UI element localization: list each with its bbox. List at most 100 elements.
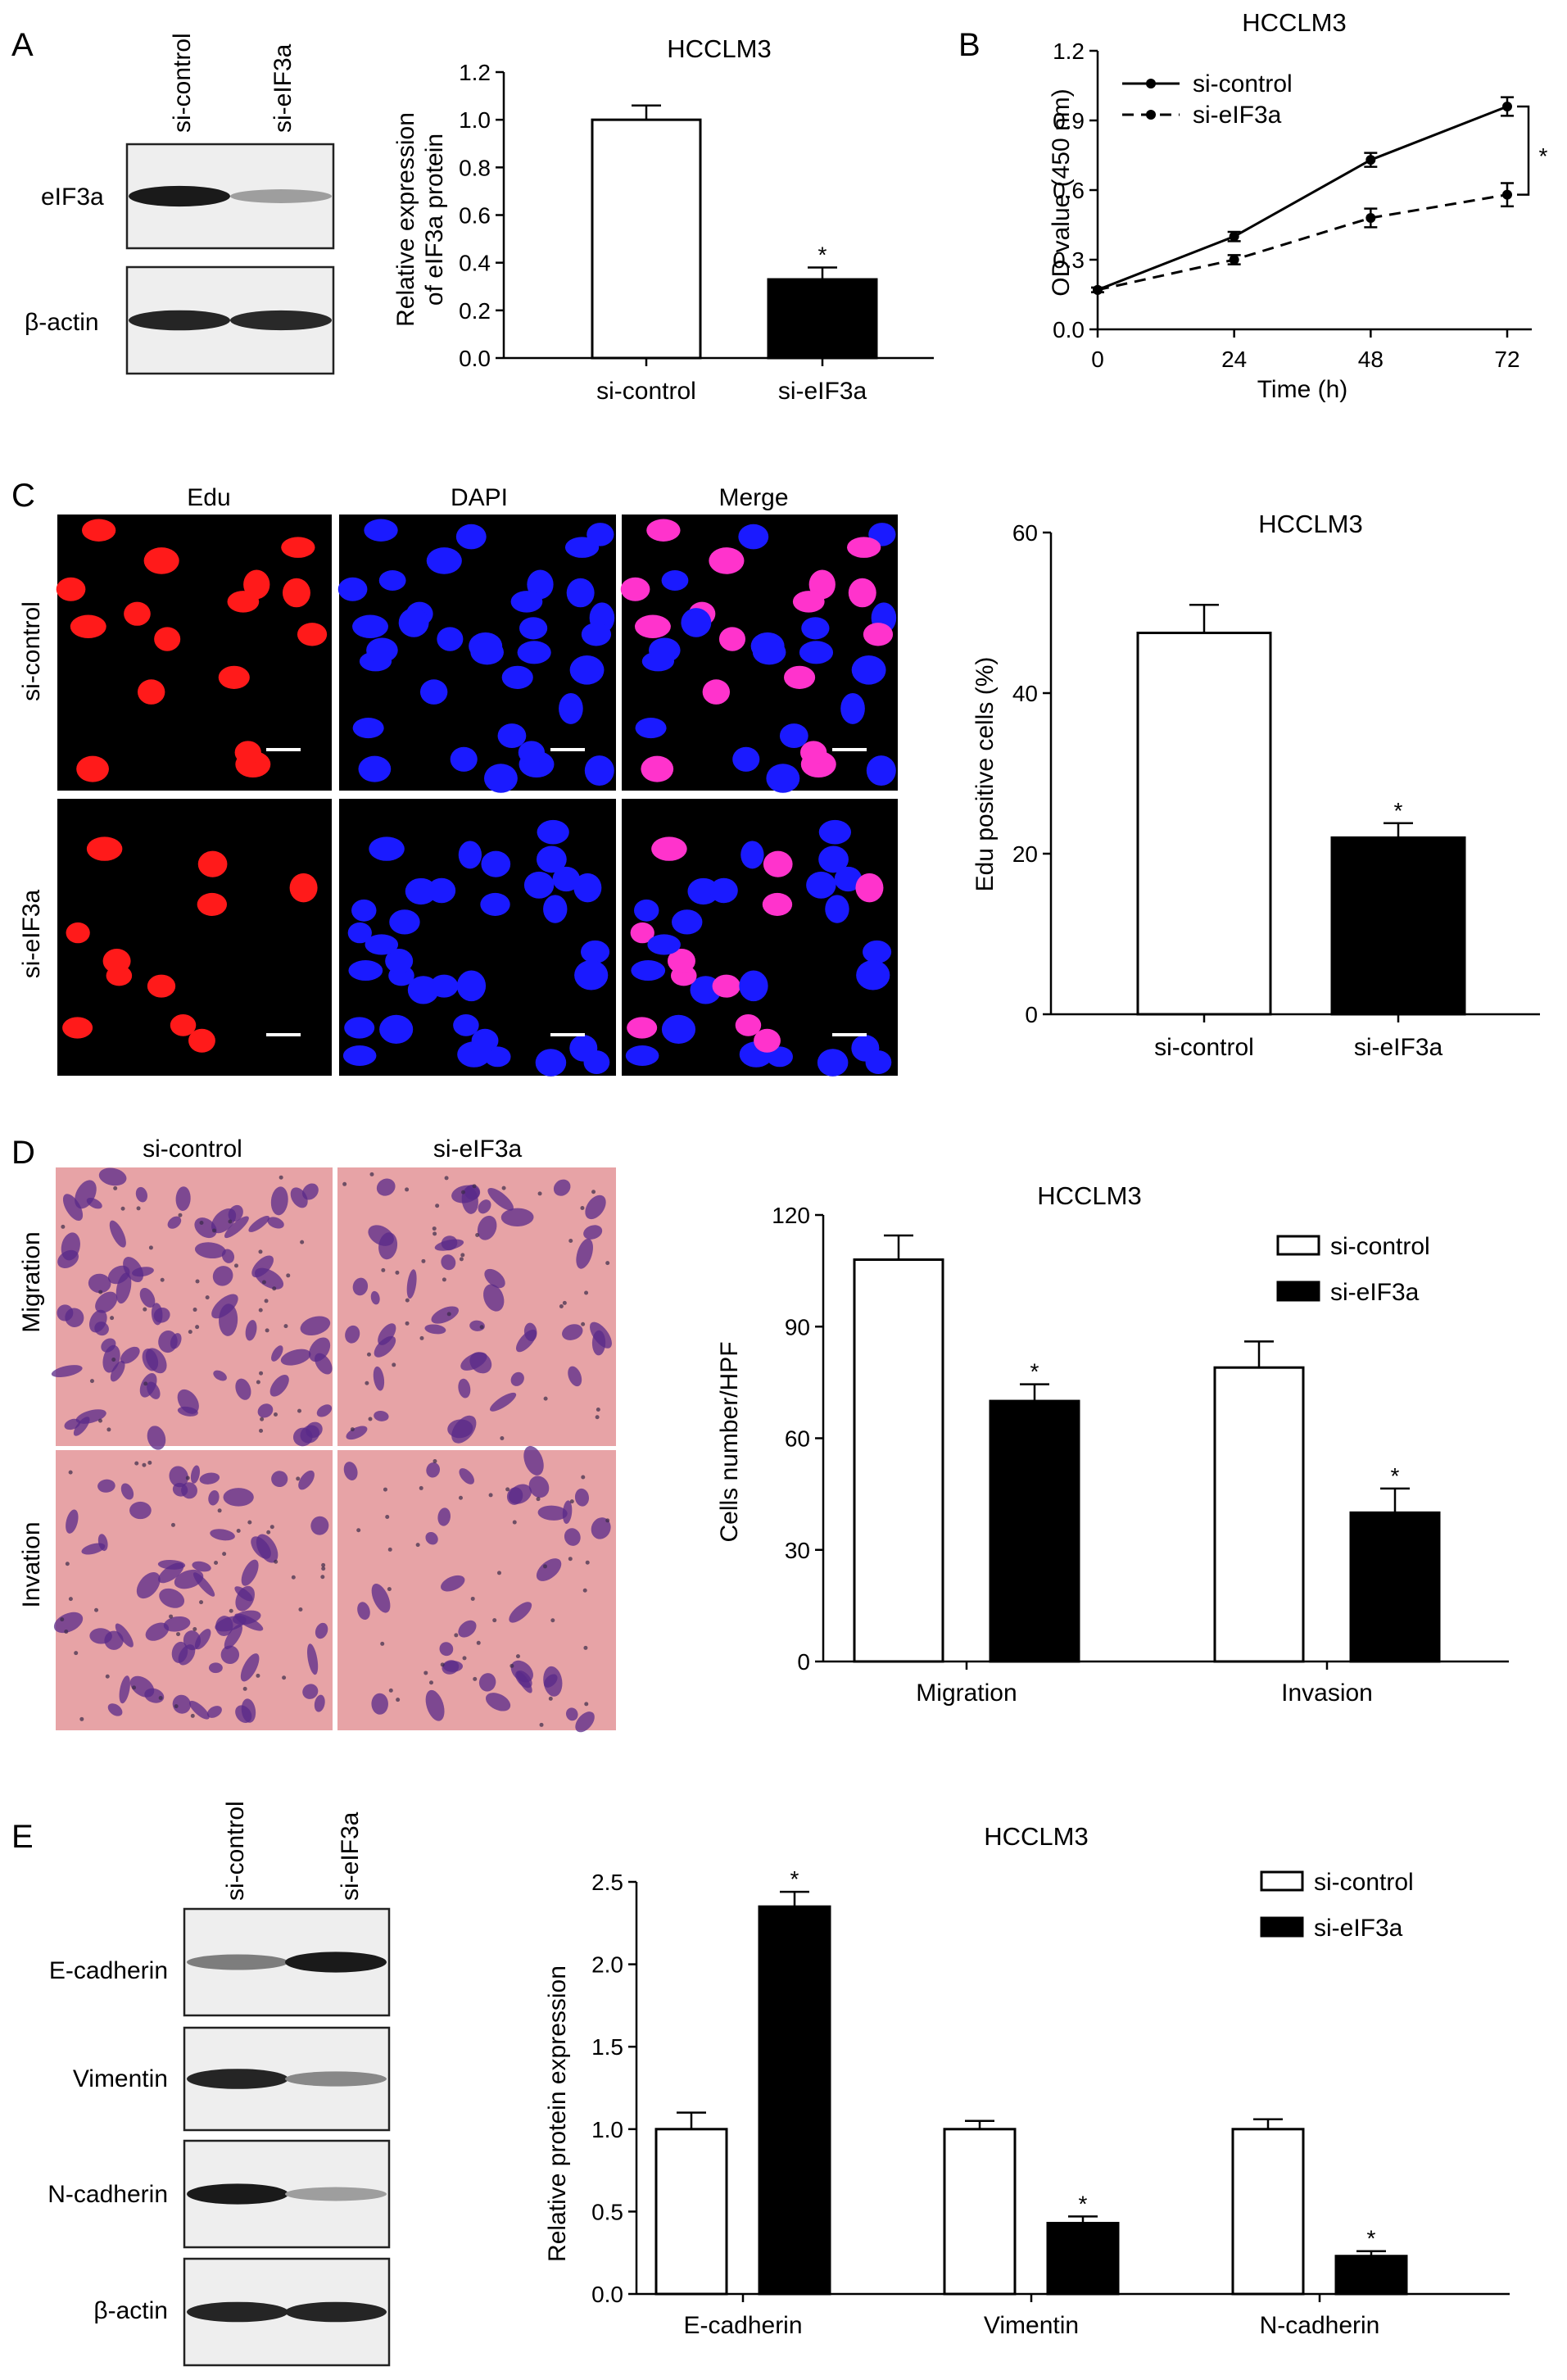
stained-cell bbox=[316, 1404, 333, 1417]
stained-cell bbox=[57, 1249, 79, 1268]
stained-cell bbox=[345, 1325, 360, 1344]
stained-cell bbox=[371, 1693, 388, 1715]
chart-b-title: HCCLM3 bbox=[1242, 8, 1346, 37]
membrane-pore bbox=[174, 1704, 179, 1709]
stained-cell bbox=[271, 1471, 288, 1488]
panel-letter-d: D bbox=[11, 1135, 35, 1171]
nucleus bbox=[297, 623, 328, 646]
blot-e-lane-1: si-control bbox=[222, 1801, 249, 1901]
membrane-pore bbox=[283, 1324, 288, 1329]
stained-cell bbox=[487, 1187, 514, 1211]
membrane-pore bbox=[539, 1722, 544, 1727]
chart-e-bar bbox=[1334, 2255, 1408, 2296]
membrane-pore bbox=[505, 1487, 510, 1492]
membrane-pore bbox=[143, 1307, 147, 1312]
stained-cell bbox=[98, 1167, 127, 1186]
membrane-pore bbox=[543, 1396, 548, 1401]
stained-cell bbox=[110, 1360, 125, 1382]
membrane-pore bbox=[460, 1190, 465, 1195]
stained-cell bbox=[219, 1303, 238, 1336]
blot-e-band bbox=[187, 2069, 288, 2089]
stained-cell bbox=[509, 1602, 532, 1623]
stained-cell bbox=[172, 1694, 191, 1714]
membrane-pore bbox=[569, 1499, 574, 1504]
chart-d-significance: * bbox=[1391, 1463, 1400, 1489]
nucleus bbox=[584, 755, 614, 786]
membrane-pore bbox=[475, 1232, 480, 1237]
nucleus bbox=[583, 1050, 610, 1075]
nucleus bbox=[865, 1050, 892, 1075]
blot-e-band bbox=[187, 2183, 288, 2205]
chart-d-ylabel: Cells number/HPF bbox=[716, 1341, 743, 1542]
nucleus bbox=[481, 850, 511, 877]
membrane-pore bbox=[79, 1716, 84, 1721]
stained-cell bbox=[371, 1584, 391, 1613]
nucleus bbox=[197, 850, 228, 877]
membrane-pore bbox=[548, 1696, 553, 1701]
chart-d-bar bbox=[989, 1399, 1080, 1663]
nucleus bbox=[389, 909, 420, 935]
nucleus bbox=[497, 723, 527, 749]
stained-cell bbox=[210, 1529, 235, 1541]
nucleus bbox=[661, 570, 689, 591]
d-row-label-1: Migration bbox=[18, 1231, 45, 1332]
membrane-pore bbox=[581, 1321, 586, 1326]
membrane-pore bbox=[110, 1316, 115, 1321]
chart-d-y-tick-label: 60 bbox=[785, 1426, 810, 1452]
chart-e-y-tick-label: 0.0 bbox=[591, 2282, 623, 2307]
stained-cell bbox=[536, 1558, 562, 1581]
membrane-pore bbox=[229, 1608, 233, 1613]
stained-cell bbox=[562, 1500, 573, 1524]
nucleus bbox=[792, 591, 825, 613]
membrane-pore bbox=[199, 1220, 204, 1225]
chart-e-bar bbox=[654, 2128, 728, 2296]
stained-cell bbox=[483, 1284, 505, 1312]
membrane-pore bbox=[458, 1495, 463, 1500]
membrane-pore bbox=[423, 1671, 428, 1675]
stained-cell bbox=[208, 1662, 223, 1674]
membrane-pore bbox=[369, 1172, 374, 1176]
stained-cell bbox=[62, 1194, 84, 1222]
membrane-pore bbox=[188, 1330, 192, 1335]
membrane-pore bbox=[272, 1286, 277, 1291]
membrane-pore bbox=[282, 1675, 287, 1680]
nucleus bbox=[458, 841, 482, 869]
nucleus bbox=[766, 764, 800, 793]
stained-cell bbox=[485, 1693, 511, 1711]
stained-cell bbox=[163, 1616, 191, 1632]
chart-b-xlabel: Time (h) bbox=[1257, 376, 1348, 403]
membrane-pore bbox=[405, 1298, 410, 1303]
nucleus bbox=[779, 723, 808, 749]
membrane-pore bbox=[387, 1547, 392, 1552]
stained-cell bbox=[425, 1689, 445, 1721]
chart-e-y-tick-label: 2.5 bbox=[591, 1870, 623, 1895]
membrane-pore bbox=[462, 1656, 467, 1661]
blot-a-band bbox=[230, 189, 332, 203]
stained-cell bbox=[315, 1353, 333, 1375]
panel-d-images: si-control si-eIF3a Migration Invation bbox=[18, 1136, 616, 1733]
stained-cell bbox=[267, 1217, 284, 1229]
stained-cell bbox=[120, 1483, 134, 1500]
stained-cell bbox=[169, 1466, 188, 1488]
membrane-pore bbox=[419, 1485, 423, 1490]
stained-cell bbox=[167, 1216, 182, 1229]
stained-cell bbox=[290, 1187, 308, 1208]
nucleus bbox=[66, 922, 90, 944]
stained-cell bbox=[175, 1186, 191, 1211]
nucleus bbox=[366, 637, 398, 663]
stained-cell bbox=[251, 1255, 274, 1278]
membrane-pore bbox=[472, 1184, 477, 1189]
stained-cell bbox=[346, 1426, 368, 1440]
stained-cell bbox=[376, 1178, 396, 1196]
nucleus bbox=[510, 591, 543, 613]
stained-cell bbox=[425, 1531, 438, 1545]
membrane-pore bbox=[106, 1427, 111, 1432]
stained-cell bbox=[310, 1516, 329, 1535]
nucleus bbox=[170, 1014, 197, 1036]
stained-cell bbox=[591, 1330, 606, 1356]
membrane-pore bbox=[65, 1562, 70, 1566]
nucleus bbox=[740, 841, 764, 869]
membrane-pore bbox=[395, 1270, 400, 1275]
membrane-pore bbox=[279, 1175, 283, 1180]
nucleus bbox=[501, 665, 533, 690]
